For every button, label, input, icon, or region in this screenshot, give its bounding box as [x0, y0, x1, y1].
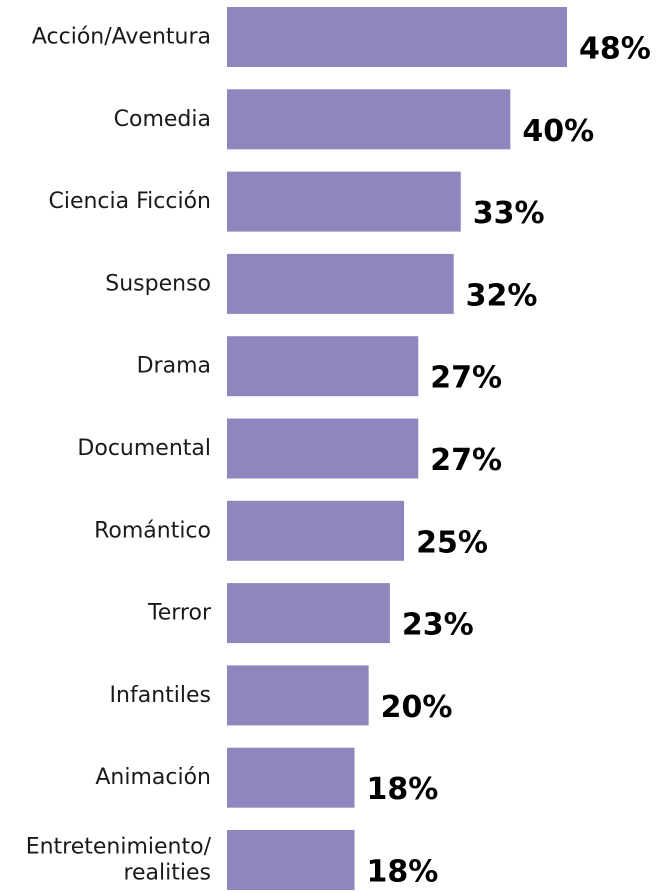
value-label: 40% — [522, 114, 594, 149]
category-label: Comedia — [114, 107, 211, 132]
category-label: Documental — [77, 436, 211, 461]
value-label: 32% — [466, 278, 538, 313]
bar — [227, 665, 369, 726]
bar — [227, 747, 355, 808]
value-labels: 48% 40% 33% 32% 27% 27% 25% 23% 20% 18% 18% — [367, 32, 651, 890]
category-label: Entretenimiento/ — [26, 835, 212, 860]
bar — [227, 418, 419, 479]
value-label: 27% — [430, 361, 502, 396]
value-label: 33% — [473, 196, 545, 231]
bar — [227, 171, 461, 232]
bar — [227, 253, 454, 314]
value-label: 25% — [416, 525, 488, 560]
value-label: 18% — [367, 855, 439, 890]
value-label: 27% — [430, 443, 502, 478]
bar — [227, 830, 355, 890]
category-label: Suspenso — [105, 271, 211, 296]
category-label: Terror — [147, 601, 212, 626]
category-label: Animación — [95, 765, 211, 790]
bar — [227, 583, 390, 644]
category-labels: Acción/Aventura Comedia Ciencia Ficción Sus… — [26, 25, 212, 886]
value-label: 20% — [381, 690, 453, 725]
category-label: Romántico — [94, 518, 211, 543]
category-label: Acción/Aventura — [32, 25, 211, 50]
bar — [227, 500, 405, 561]
bar — [227, 89, 511, 150]
category-label: realities — [123, 861, 211, 886]
bars — [227, 7, 567, 890]
category-label: Infantiles — [110, 683, 211, 708]
bar — [227, 336, 419, 397]
category-label: Drama — [137, 354, 211, 379]
value-label: 23% — [402, 608, 474, 643]
category-label: Ciencia Ficción — [48, 189, 211, 214]
value-label: 48% — [579, 32, 651, 67]
value-label: 18% — [367, 772, 439, 807]
bar — [227, 7, 567, 67]
